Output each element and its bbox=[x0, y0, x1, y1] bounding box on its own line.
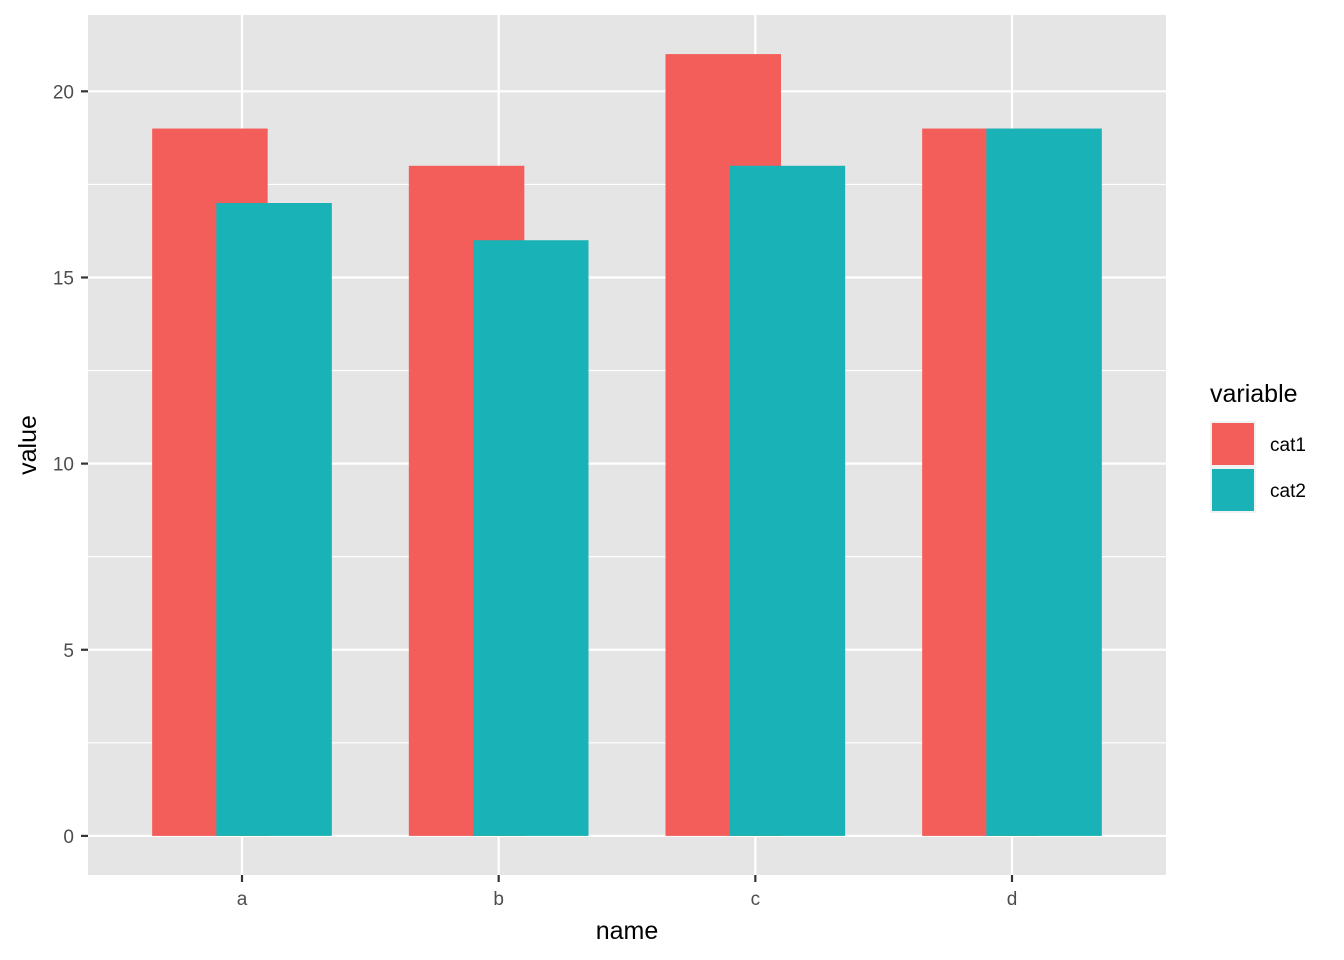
legend: variable cat1 cat2 bbox=[1210, 380, 1306, 513]
legend-swatch-cat2 bbox=[1212, 469, 1254, 511]
bar-cat2-a bbox=[216, 203, 332, 836]
bars bbox=[152, 54, 1102, 836]
x-axis: a b c d bbox=[237, 875, 1018, 910]
y-axis: 0 5 10 15 20 bbox=[53, 82, 88, 848]
bar-cat2-d bbox=[986, 128, 1102, 836]
x-axis-title: name bbox=[596, 917, 659, 945]
x-tick-label: b bbox=[493, 889, 504, 910]
bar-cat2-b bbox=[473, 240, 589, 836]
y-tick-label: 20 bbox=[53, 82, 74, 103]
bar-cat2-c bbox=[729, 165, 846, 836]
x-tick-label: c bbox=[751, 889, 761, 910]
x-tick-label: d bbox=[1007, 889, 1018, 910]
legend-label-cat1: cat1 bbox=[1270, 435, 1306, 456]
legend-title: variable bbox=[1210, 380, 1298, 408]
y-tick-label: 0 bbox=[63, 827, 74, 848]
y-tick-label: 5 bbox=[63, 641, 74, 662]
legend-swatch-cat1 bbox=[1212, 423, 1254, 465]
y-tick-label: 15 bbox=[53, 268, 74, 289]
y-tick-label: 10 bbox=[53, 455, 74, 476]
x-tick-label: a bbox=[237, 889, 248, 910]
y-axis-title: value bbox=[14, 415, 42, 475]
legend-label-cat2: cat2 bbox=[1270, 481, 1306, 502]
